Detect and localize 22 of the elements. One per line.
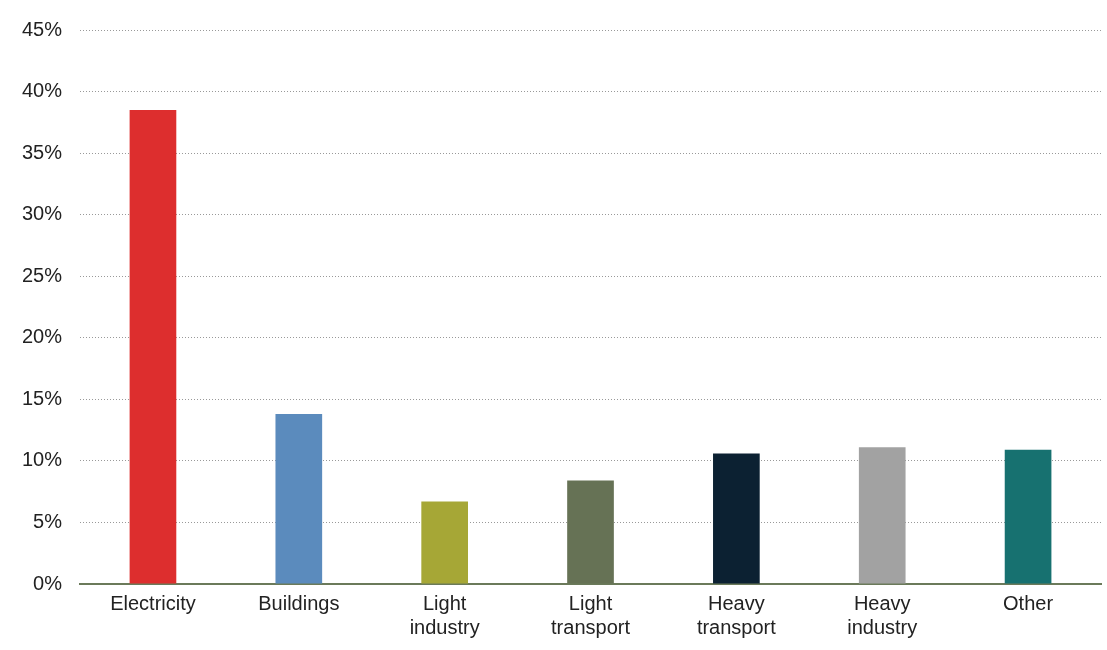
- y-tick-label: 20%: [22, 325, 63, 348]
- y-tick-label: 15%: [22, 386, 63, 409]
- x-tick-label: Other: [1003, 591, 1054, 614]
- y-tick-label: 5%: [33, 509, 63, 532]
- x-tick-label: Heavy industry: [847, 591, 918, 638]
- y-tick-label: 45%: [22, 17, 63, 40]
- bar: [713, 453, 760, 584]
- bar: [275, 414, 323, 584]
- x-tick-label: Buildings: [258, 591, 340, 614]
- y-tick-label: 35%: [22, 140, 63, 163]
- y-tick-label: 30%: [22, 202, 63, 225]
- bar: [421, 501, 468, 584]
- bar: [129, 110, 177, 584]
- x-tick-label: Light transport: [551, 591, 631, 638]
- x-tick-label: Heavy transport: [696, 591, 777, 638]
- y-tick-label: 0%: [33, 571, 63, 594]
- y-tick-label: 10%: [22, 448, 63, 471]
- y-tick-label: 40%: [22, 79, 63, 102]
- y-tick-label: 25%: [22, 263, 63, 286]
- bar: [1004, 449, 1052, 584]
- x-tick-label: Light industry: [409, 591, 480, 638]
- x-tick-label: Electricity: [110, 591, 196, 614]
